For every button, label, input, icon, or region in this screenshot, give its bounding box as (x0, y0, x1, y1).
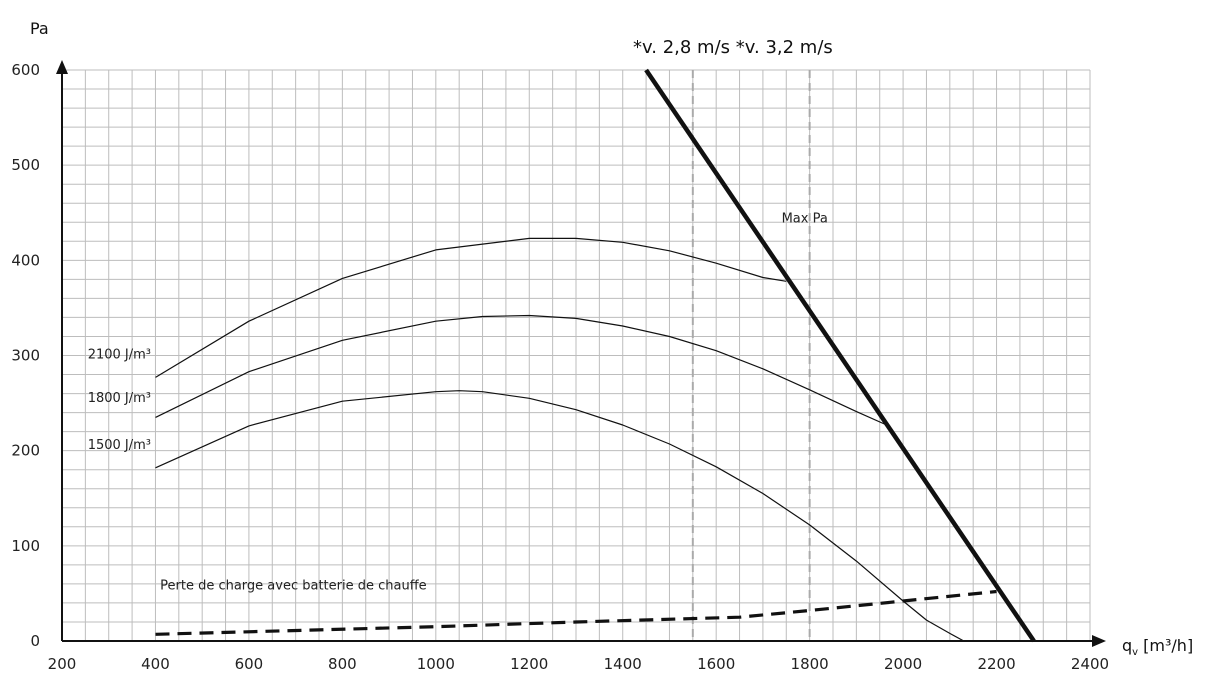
annotation-label: Max Pa (782, 211, 828, 226)
x-tick-label: 1400 (604, 655, 642, 673)
x-tick-label: 2400 (1071, 655, 1109, 673)
x-tick-label: 1200 (510, 655, 548, 673)
x-tick-label: 1600 (697, 655, 735, 673)
series-line-max-pa (644, 68, 1036, 643)
y-tick-label: 200 (11, 442, 40, 460)
x-tick-label: 200 (48, 655, 77, 673)
y-tick-label: 500 (11, 156, 40, 174)
x-axis-title: qv [m³/h] (1122, 636, 1193, 658)
y-tick-label: 100 (11, 537, 40, 555)
series-line-1500-j-m (155, 390, 965, 642)
x-tick-label: 400 (141, 655, 170, 673)
series-line-perte-de-charge-avec-batterie-de-chauffe (155, 589, 997, 636)
y-tick-label: 0 (30, 632, 40, 650)
axes (56, 60, 1106, 647)
series-line-2100-j-m (155, 237, 787, 378)
y-axis-arrow (56, 60, 68, 74)
y-tick-label: 600 (11, 61, 40, 79)
x-axis-arrow (1092, 635, 1106, 647)
x-tick-label: 800 (328, 655, 357, 673)
series-line-1800-j-m (155, 314, 885, 425)
annotation-label: 2100 J/m³ (88, 347, 151, 362)
annotations: 2100 J/m³ 1800 J/m³ 1500 J/m³ Max Pa Perte d… (88, 211, 828, 593)
tick-labels: 200 400 600 800 1000 1200 1400 1600 1800 2000 2200… (11, 61, 1109, 673)
velocity-lines (691, 70, 811, 641)
grid (62, 69, 1091, 641)
annotation-label: Perte de charge avec batterie de chauffe (160, 579, 427, 594)
y-tick-label: 400 (11, 251, 40, 269)
x-axis-title-sub: v (1132, 647, 1138, 658)
annotation-label: 1800 J/m³ (88, 391, 151, 406)
annotation-label: 1500 J/m³ (88, 438, 151, 453)
y-tick-label: 300 (11, 347, 40, 365)
y-axis-title: Pa (30, 19, 49, 38)
x-axis-title-q: q (1122, 636, 1132, 655)
x-tick-label: 1800 (791, 655, 829, 673)
x-axis-title-unit: [m³/h] (1138, 636, 1193, 655)
series-layer (155, 68, 1036, 643)
velocity-header: *v. 2,8 m/s *v. 3,2 m/s (633, 37, 833, 58)
x-tick-label: 600 (235, 655, 264, 673)
x-tick-label: 2000 (884, 655, 922, 673)
x-tick-label: 2200 (977, 655, 1015, 673)
x-tick-label: 1000 (417, 655, 455, 673)
